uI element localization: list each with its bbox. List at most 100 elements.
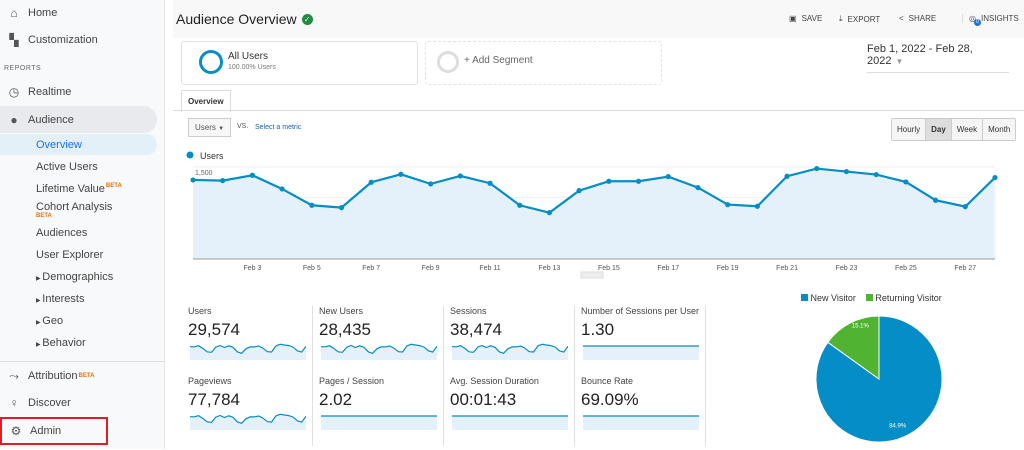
export-button[interactable]: ⤓ EXPORT bbox=[839, 14, 880, 24]
nav-active-users[interactable]: Active Users bbox=[36, 161, 98, 173]
beta-badge: BETA bbox=[105, 183, 122, 189]
home-icon: ⌂ bbox=[10, 6, 18, 20]
metric-new-users[interactable]: New Users 28,435 bbox=[319, 306, 444, 376]
x-tick-label: Feb 11 bbox=[479, 265, 500, 272]
save-button[interactable]: ▣ SAVE bbox=[789, 14, 822, 23]
sparkline bbox=[321, 415, 437, 430]
visitor-pie-chart: 84.9% 15.1% bbox=[815, 315, 943, 443]
nav-lifetime-value[interactable]: Lifetime ValueBETA bbox=[36, 183, 122, 195]
metric-sessions[interactable]: Sessions 38,474 bbox=[450, 306, 575, 376]
metric-pages-session[interactable]: Pages / Session 2.02 bbox=[319, 376, 444, 446]
vs-label: VS. bbox=[237, 123, 249, 130]
nav-realtime[interactable]: ◷ Realtime bbox=[0, 79, 72, 105]
metric-select[interactable]: Users ▼ bbox=[188, 118, 232, 137]
nav-interests[interactable]: ▶ Interests bbox=[36, 293, 84, 305]
metric-value: 2.02 bbox=[319, 390, 353, 409]
nav-audiences[interactable]: Audiences bbox=[36, 227, 88, 239]
legend-label: New Visitor bbox=[810, 293, 856, 303]
nav-geo[interactable]: ▶ Geo bbox=[36, 315, 63, 327]
segment-name: All Users bbox=[228, 51, 269, 62]
metric-avg-session-duration[interactable]: Avg. Session Duration 00:01:43 bbox=[450, 376, 575, 446]
nav-behavior[interactable]: ▶ Behavior bbox=[36, 337, 86, 349]
metric-bounce-rate[interactable]: Bounce Rate 69.09% bbox=[581, 376, 706, 446]
legend-swatch bbox=[865, 294, 873, 301]
metric-value: 00:01:43 bbox=[450, 390, 517, 409]
nav-label: Home bbox=[28, 7, 58, 19]
sparkline-fill bbox=[190, 414, 306, 430]
metric-value: 69.09% bbox=[581, 390, 639, 409]
caret-right-icon: ▶ bbox=[36, 276, 43, 282]
share-icon: < bbox=[899, 14, 904, 23]
add-segment-button[interactable]: + Add Segment bbox=[425, 41, 662, 85]
metric-pageviews[interactable]: Pageviews 77,784 bbox=[188, 376, 313, 446]
gear-icon: ⚙ bbox=[10, 424, 22, 438]
pie-slice-label: 15.1% bbox=[852, 324, 870, 330]
metric-label: New Users bbox=[319, 306, 364, 316]
tab-divider bbox=[173, 110, 1024, 111]
nav-user-explorer[interactable]: User Explorer bbox=[36, 249, 104, 261]
insights-button[interactable]: ◎ 0 INSIGHTS bbox=[962, 14, 1019, 26]
data-point bbox=[249, 172, 256, 178]
data-point bbox=[754, 203, 760, 209]
data-point bbox=[784, 173, 790, 179]
insights-icon: ◎ 0 bbox=[969, 14, 981, 26]
nav-demographics[interactable]: ▶ Demographics bbox=[36, 271, 113, 283]
data-point bbox=[457, 173, 463, 179]
sparkline bbox=[452, 415, 568, 430]
nav-label: Attribution bbox=[28, 370, 78, 382]
nav-audience[interactable]: ● Audience bbox=[0, 106, 157, 133]
sparkline-line bbox=[452, 343, 568, 354]
nav-admin[interactable]: ⚙ Admin bbox=[0, 417, 108, 445]
hourly-button[interactable]: Hourly bbox=[892, 119, 926, 140]
sparkline bbox=[583, 345, 699, 360]
sparkline bbox=[583, 415, 699, 430]
nav-label: Discover bbox=[28, 397, 71, 409]
sparkline-fill bbox=[583, 346, 699, 360]
tab-overview[interactable]: Overview bbox=[181, 90, 231, 112]
data-point bbox=[635, 178, 642, 184]
clock-icon: ◷ bbox=[8, 85, 20, 99]
date-range-picker[interactable]: Feb 1, 2022 - Feb 28, 2022 ▼ bbox=[867, 43, 1009, 73]
beta-badge: BETA bbox=[36, 213, 52, 219]
sparkline-line bbox=[321, 343, 437, 354]
button-label: EXPORT bbox=[847, 14, 881, 24]
x-tick-label: Feb 23 bbox=[836, 265, 858, 272]
nav-customization[interactable]: ▚ Customization bbox=[0, 27, 97, 53]
metric-users[interactable]: Users 29,574 bbox=[188, 306, 313, 376]
page-title: Audience Overview bbox=[176, 11, 297, 27]
metric-value: 29,574 bbox=[188, 320, 240, 339]
data-point bbox=[279, 186, 285, 192]
share-button[interactable]: < SHARE bbox=[899, 14, 936, 23]
nav-home[interactable]: ⌂ Home bbox=[0, 0, 57, 26]
data-point bbox=[665, 174, 671, 180]
select-metric-link[interactable]: Select a metric bbox=[255, 124, 302, 131]
metric-value: 28,435 bbox=[319, 320, 371, 339]
nav-discover[interactable]: ♀ Discover bbox=[0, 390, 71, 416]
add-segment-label: + Add Segment bbox=[464, 55, 533, 66]
x-tick-label: Feb 13 bbox=[539, 265, 561, 272]
nav-attribution[interactable]: ⤳ Attribution BETA bbox=[0, 363, 94, 389]
pie-slice-returning bbox=[827, 315, 880, 380]
legend-label: Returning Visitor bbox=[875, 293, 942, 303]
month-button[interactable]: Month bbox=[982, 119, 1016, 140]
sparkline-fill bbox=[452, 344, 568, 360]
segment-all-users[interactable]: All Users 100.00% Users bbox=[181, 41, 418, 85]
segment-circle-icon bbox=[199, 50, 223, 74]
caret-right-icon: ▶ bbox=[36, 342, 43, 348]
x-tick-label: Feb 17 bbox=[657, 265, 679, 272]
data-point bbox=[576, 188, 582, 194]
dropdown-icon: ▼ bbox=[895, 57, 904, 66]
x-tick-label: Feb 25 bbox=[895, 265, 917, 272]
caret-right-icon: ▶ bbox=[36, 320, 43, 326]
button-label: SHARE bbox=[908, 14, 937, 23]
week-button[interactable]: Week bbox=[950, 119, 983, 140]
pie-legend: New Visitor Returning Visitor bbox=[801, 293, 942, 303]
nav-overview[interactable]: Overview bbox=[36, 139, 82, 151]
x-tick-label: Feb 15 bbox=[598, 265, 620, 272]
metric-number-of-sessions-per-user[interactable]: Number of Sessions per User 1.30 bbox=[581, 306, 706, 376]
insights-badge: 0 bbox=[974, 19, 981, 26]
sparkline-fill bbox=[583, 416, 699, 430]
day-button[interactable]: Day bbox=[925, 119, 951, 140]
nav-cohort-analysis[interactable]: Cohort Analysis BETA bbox=[36, 201, 112, 219]
beta-badge: BETA bbox=[78, 373, 95, 379]
